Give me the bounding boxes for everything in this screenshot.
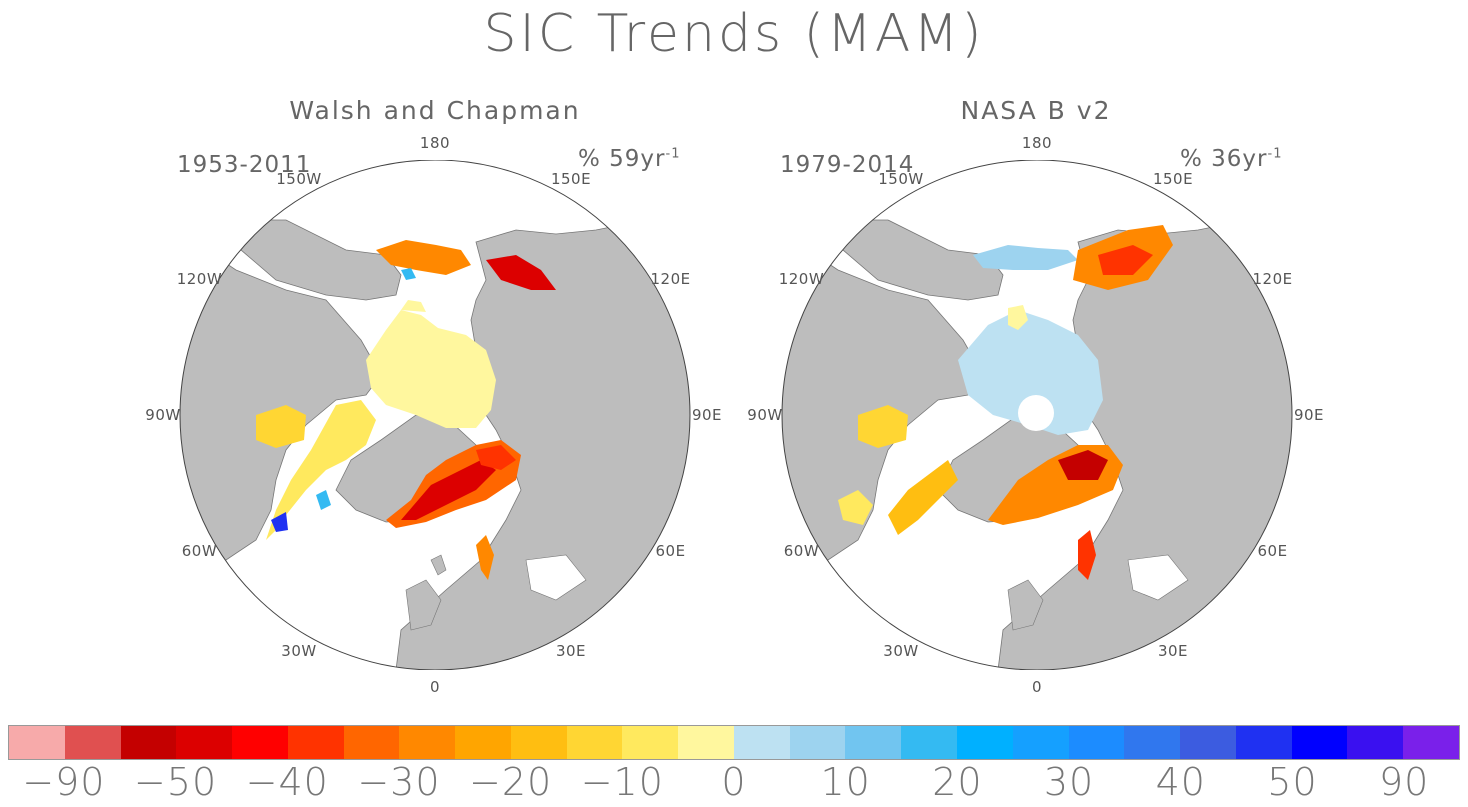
period-right: 1979-2014 bbox=[780, 152, 915, 178]
colorbar-swatch bbox=[1068, 726, 1125, 759]
lon-label: 90W bbox=[747, 406, 783, 424]
colorbar-label: −20 bbox=[469, 760, 553, 804]
lon-label: 90E bbox=[691, 406, 723, 424]
colorbar-swatch bbox=[1235, 726, 1292, 759]
lon-label: 0 bbox=[429, 678, 441, 696]
lon-label: 30W bbox=[883, 641, 919, 660]
lon-label: 90E bbox=[1293, 406, 1325, 424]
lon-label: 120E bbox=[650, 270, 691, 288]
colorbar-swatch bbox=[1124, 726, 1181, 759]
lon-label: 180 bbox=[1021, 134, 1053, 152]
colorbar-swatch bbox=[1347, 726, 1404, 759]
colorbar-swatch bbox=[343, 726, 400, 759]
arctic-sic-pale bbox=[366, 310, 496, 428]
colorbar-swatch bbox=[901, 726, 958, 759]
colorbar-swatch bbox=[1012, 726, 1069, 759]
colorbar-swatch bbox=[1291, 726, 1348, 759]
colorbar-swatch bbox=[845, 726, 902, 759]
lon-label: 0 bbox=[1031, 678, 1043, 696]
colorbar-label: 30 bbox=[1043, 760, 1095, 804]
lon-label: 30E bbox=[1157, 641, 1189, 660]
colorbar-swatch bbox=[64, 726, 121, 759]
colorbar-swatch bbox=[232, 726, 288, 759]
units-left: % 59yr-1 bbox=[578, 146, 681, 172]
lon-label: 120E bbox=[1252, 270, 1293, 288]
colorbar-swatch bbox=[733, 726, 790, 759]
colorbar-label: −30 bbox=[357, 760, 441, 804]
colorbar-swatch bbox=[789, 726, 846, 759]
colorbar-label: 0 bbox=[721, 760, 747, 804]
lon-label: 120W bbox=[778, 270, 825, 288]
period-left: 1953-2011 bbox=[177, 152, 312, 178]
colorbar-swatch bbox=[9, 726, 65, 759]
lon-label: 30E bbox=[555, 641, 587, 660]
lon-label: 60E bbox=[655, 542, 686, 560]
colorbar-swatch bbox=[455, 726, 511, 759]
north-america-land bbox=[180, 229, 382, 571]
lon-label: 90W bbox=[145, 406, 181, 424]
colorbar-swatch bbox=[1403, 726, 1459, 759]
lon-label: 60W bbox=[181, 542, 218, 560]
colorbar-label: −50 bbox=[133, 760, 218, 804]
lon-label: 150E bbox=[550, 170, 592, 189]
lon-label: 60W bbox=[783, 542, 820, 560]
lon-label: 30W bbox=[281, 641, 317, 660]
colorbar-swatch bbox=[678, 726, 734, 759]
lon-label: 180 bbox=[419, 134, 451, 152]
lon-label: 120W bbox=[176, 270, 223, 288]
colorbar-swatch bbox=[622, 726, 679, 759]
colorbar-label: 40 bbox=[1155, 760, 1206, 804]
colorbar-swatch bbox=[1180, 726, 1236, 759]
lon-label: 150W bbox=[878, 170, 924, 189]
colorbar-swatch bbox=[566, 726, 623, 759]
colorbar-label: 50 bbox=[1267, 760, 1318, 804]
units-right: % 36yr-1 bbox=[1180, 146, 1283, 172]
colorbar-swatch bbox=[287, 726, 344, 759]
colorbar-label: −40 bbox=[245, 760, 329, 804]
panel-title-right: NASA B v2 bbox=[960, 96, 1112, 125]
colorbar-swatch bbox=[176, 726, 233, 759]
lon-label: 150W bbox=[276, 170, 322, 189]
colorbar-label: −10 bbox=[580, 760, 664, 804]
polar-map-left bbox=[179, 160, 691, 670]
colorbar-label: 90 bbox=[1378, 760, 1430, 804]
colorbar-swatch bbox=[510, 726, 567, 759]
main-title: SIC Trends (MAM) bbox=[483, 4, 985, 64]
colorbar-label: −90 bbox=[22, 760, 106, 804]
colorbar-label: 20 bbox=[932, 760, 983, 804]
colorbar-label: 10 bbox=[820, 760, 871, 804]
panel-title-left: Walsh and Chapman bbox=[289, 96, 581, 125]
lon-label: 60E bbox=[1257, 542, 1288, 560]
colorbar bbox=[8, 725, 1460, 760]
polar-map-right bbox=[781, 160, 1293, 670]
colorbar-swatch bbox=[957, 726, 1013, 759]
colorbar-swatch bbox=[399, 726, 456, 759]
colorbar-swatch bbox=[120, 726, 177, 759]
lon-label: 150E bbox=[1152, 170, 1194, 189]
